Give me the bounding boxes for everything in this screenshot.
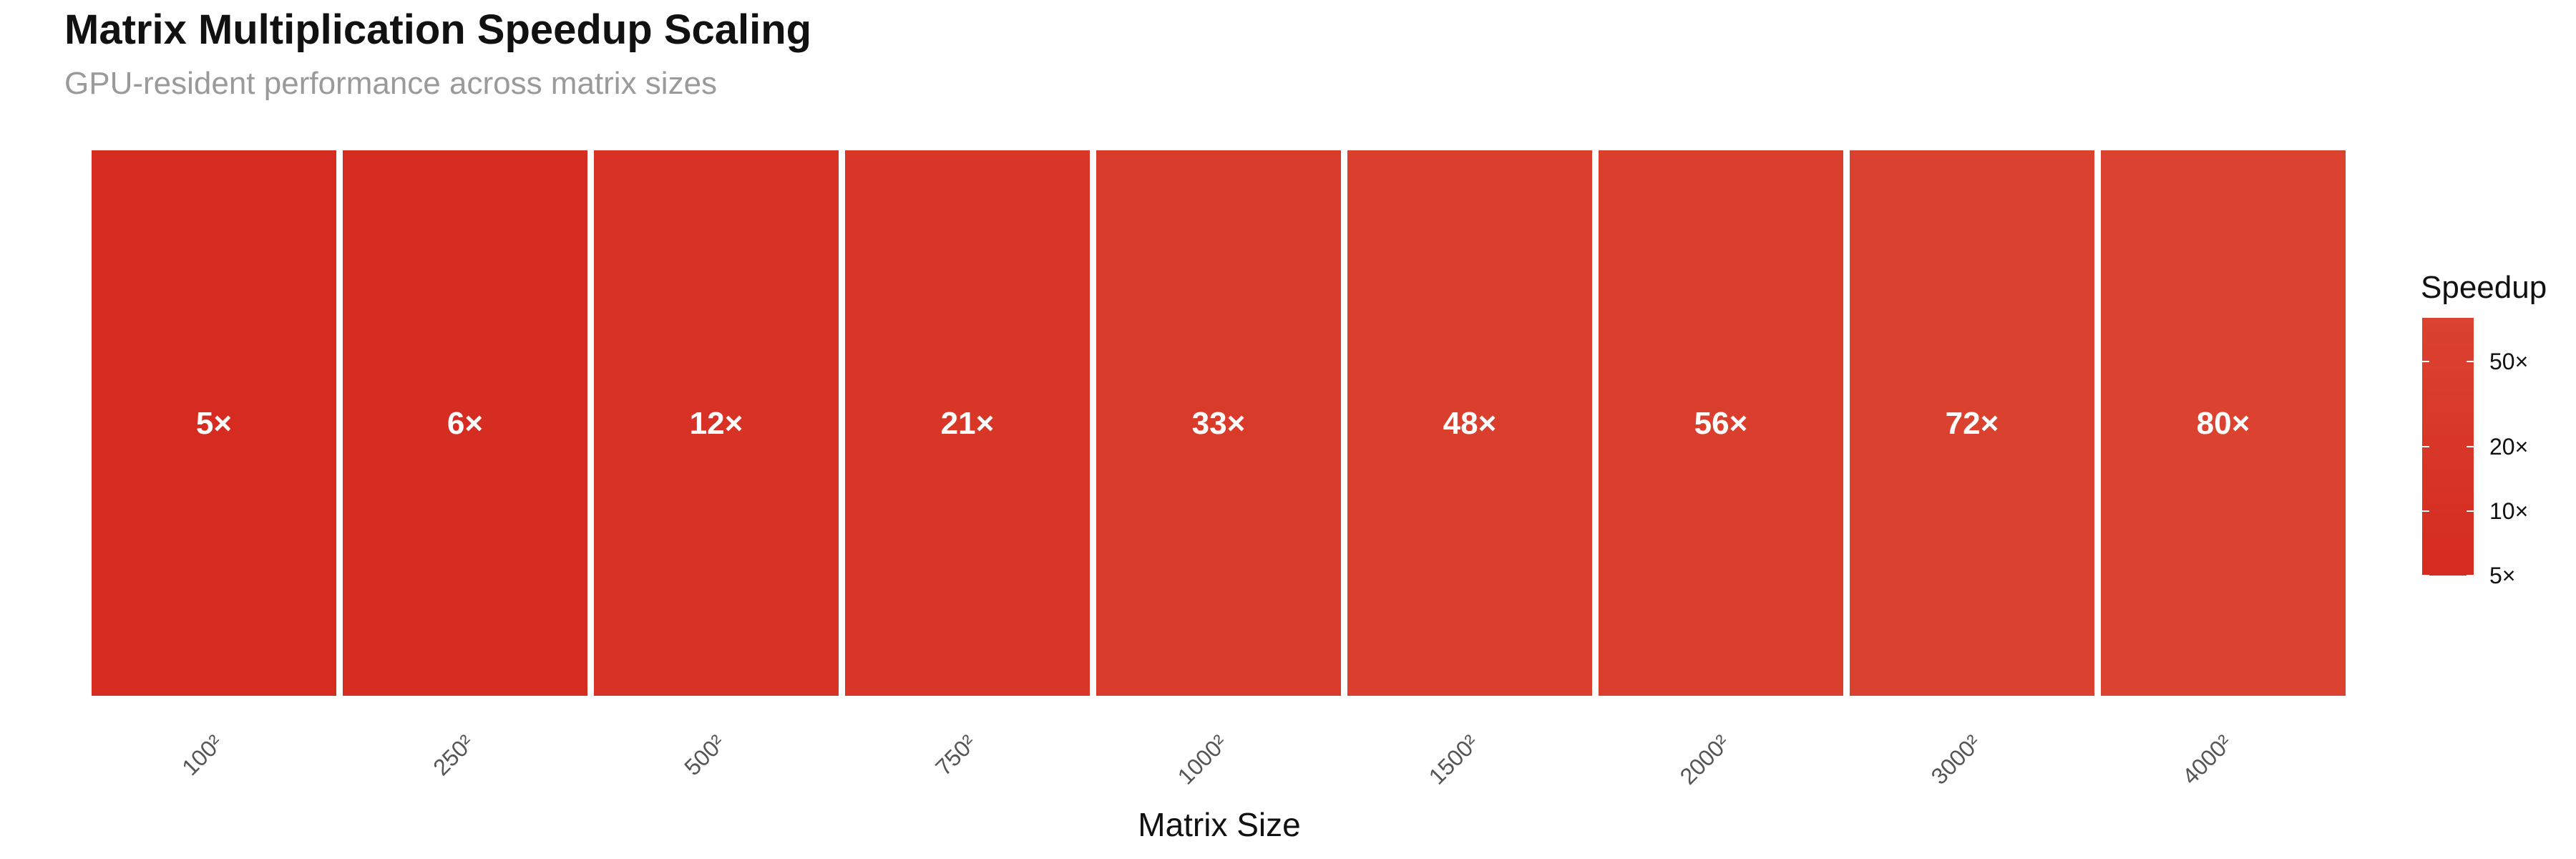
x-tick-label: 3000² (1926, 729, 1986, 790)
legend-tick-label: 10× (2489, 498, 2528, 524)
legend-color-bar (2422, 318, 2474, 576)
cell-value-label: 33× (1192, 406, 1246, 441)
heatmap-cell (1850, 150, 2094, 696)
x-tick-label: 1000² (1173, 729, 1233, 790)
heatmap-cell (1599, 150, 1843, 696)
heatmap-cell (92, 150, 336, 696)
heatmap-cell (2101, 150, 2346, 696)
color-legend: Speedup 5× 10× 20× 50× (2421, 270, 2547, 588)
x-tick-label: 1500² (1424, 729, 1484, 790)
legend-tick-label: 50× (2489, 349, 2528, 374)
x-tick-label: 500² (679, 729, 730, 780)
x-tick-label: 250² (428, 729, 479, 780)
x-axis-ticks: 100² 250² 500² 750² 1000² 1500² 2000² 3000² 4000… (177, 729, 2237, 790)
cell-value-label: 80× (2197, 406, 2250, 441)
x-tick-label: 4000² (2177, 729, 2238, 790)
x-tick-label: 2000² (1675, 729, 1735, 790)
x-tick-label: 100² (177, 729, 228, 780)
cell-value-label: 21× (941, 406, 995, 441)
x-axis-title: Matrix Size (1138, 806, 1300, 843)
legend-title: Speedup (2421, 270, 2547, 305)
heatmap-cell (343, 150, 587, 696)
heatmap-cell (845, 150, 1090, 696)
chart-subtitle: GPU-resident performance across matrix s… (64, 66, 718, 101)
cell-value-label: 6× (447, 406, 483, 441)
legend-ticks: 5× 10× 20× 50× (2422, 349, 2528, 588)
legend-tick-label: 20× (2489, 434, 2528, 460)
heatmap-cell (594, 150, 839, 696)
heatmap-cells: 5× 6× 12× 21× 33× 48× 56× 72× 80× (92, 150, 2346, 696)
x-tick-label: 750² (930, 729, 981, 780)
heatmap-cell (1096, 150, 1341, 696)
legend-tick-label: 5× (2489, 563, 2515, 588)
heatmap-cell (1347, 150, 1592, 696)
cell-value-label: 48× (1443, 406, 1497, 441)
cell-value-label: 72× (1946, 406, 1999, 441)
cell-value-label: 5× (196, 406, 232, 441)
cell-value-label: 12× (690, 406, 743, 441)
cell-value-label: 56× (1694, 406, 1748, 441)
chart-title: Matrix Multiplication Speedup Scaling (64, 6, 812, 53)
